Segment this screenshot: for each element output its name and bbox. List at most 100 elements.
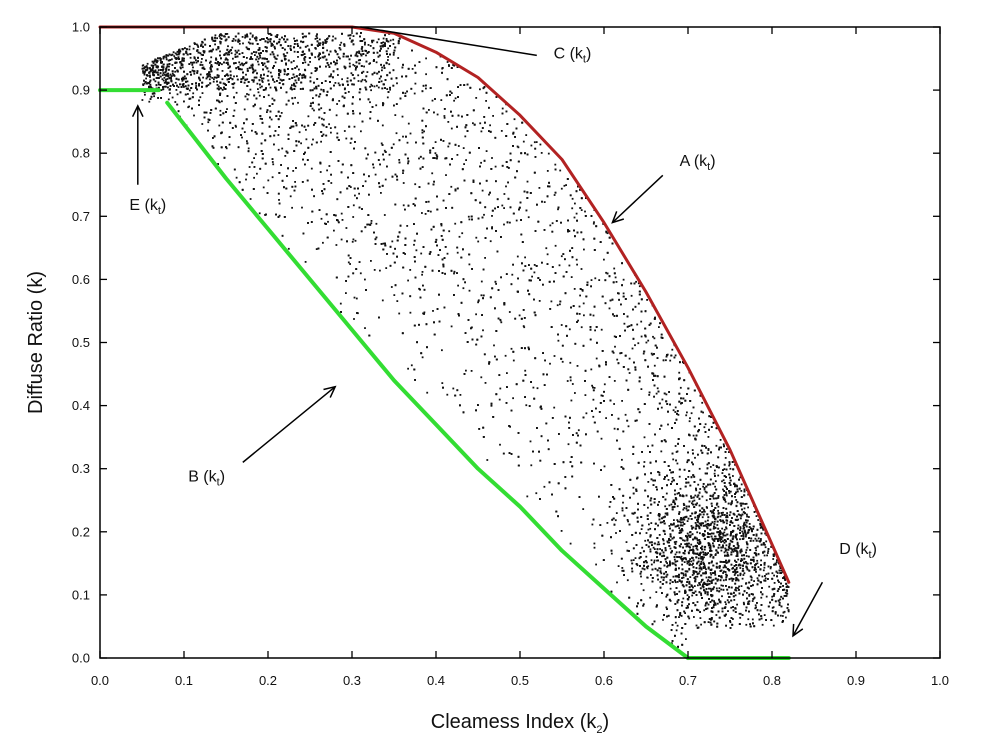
scatter-point	[690, 525, 693, 527]
scatter-point	[690, 560, 693, 563]
scatter-point	[704, 423, 707, 426]
scatter-point	[221, 78, 224, 81]
scatter-point	[757, 566, 760, 568]
scatter-point	[592, 415, 595, 418]
scatter-point	[688, 549, 691, 552]
scatter-point	[710, 590, 712, 592]
scatter-point	[598, 279, 601, 281]
scatter-point	[666, 562, 668, 564]
scatter-point	[746, 513, 748, 516]
scatter-point	[621, 507, 624, 510]
scatter-point	[369, 45, 372, 47]
scatter-point	[752, 560, 755, 563]
scatter-point	[536, 387, 539, 390]
scatter-point	[393, 294, 396, 296]
scatter-point	[678, 520, 681, 523]
scatter-point	[746, 592, 748, 594]
scatter-point	[658, 543, 661, 546]
scatter-point	[397, 57, 400, 59]
scatter-point	[724, 457, 727, 459]
scatter-point	[685, 574, 687, 577]
scatter-point	[553, 406, 556, 409]
scatter-point	[321, 117, 323, 120]
scatter-point	[386, 96, 389, 99]
scatter-point	[154, 69, 157, 72]
scatter-point	[380, 142, 383, 145]
scatter-point	[352, 204, 355, 207]
scatter-point	[676, 462, 679, 465]
scatter-point	[511, 273, 514, 276]
scatter-point	[380, 192, 382, 194]
scatter-point	[685, 507, 688, 510]
scatter-point	[702, 566, 705, 568]
scatter-point	[676, 519, 679, 521]
scatter-point	[177, 86, 180, 88]
scatter-point	[309, 76, 312, 79]
scatter-point	[665, 393, 668, 396]
scatter-point	[295, 81, 298, 84]
scatter-point	[701, 516, 704, 519]
scatter-point	[504, 354, 507, 357]
scatter-point	[740, 550, 743, 553]
scatter-point	[249, 198, 252, 200]
scatter-point	[739, 549, 742, 552]
scatter-point	[685, 414, 688, 417]
scatter-point	[665, 595, 668, 598]
scatter-point	[297, 79, 300, 81]
scatter-point	[694, 494, 697, 497]
scatter-point	[353, 318, 355, 320]
scatter-point	[435, 154, 438, 156]
scatter-point	[769, 567, 772, 570]
scatter-point	[142, 71, 145, 74]
scatter-point	[322, 241, 324, 244]
scatter-point	[714, 535, 716, 538]
scatter-point	[251, 67, 254, 70]
scatter-point	[440, 99, 443, 101]
scatter-point	[733, 574, 736, 576]
scatter-point	[226, 33, 229, 35]
scatter-point	[582, 302, 585, 305]
scatter-point	[735, 568, 738, 571]
scatter-point	[243, 131, 246, 133]
scatter-point	[359, 53, 362, 56]
scatter-point	[226, 108, 228, 110]
scatter-point	[710, 618, 713, 621]
scatter-point	[477, 301, 479, 304]
scatter-point	[776, 572, 779, 574]
scatter-point	[613, 427, 616, 430]
scatter-point	[720, 549, 723, 552]
scatter-point	[413, 243, 415, 246]
scatter-point	[739, 538, 741, 541]
scatter-point	[183, 75, 186, 78]
scatter-point	[733, 548, 736, 550]
scatter-point	[246, 57, 248, 59]
scatter-point	[162, 69, 164, 72]
scatter-point	[294, 96, 296, 99]
scatter-point	[477, 299, 480, 302]
scatter-point	[689, 576, 692, 578]
scatter-point	[742, 570, 745, 572]
scatter-point	[632, 486, 635, 489]
scatter-point	[718, 587, 721, 590]
scatter-point	[359, 272, 362, 275]
scatter-point	[354, 239, 357, 242]
scatter-point	[261, 77, 263, 80]
scatter-point	[754, 604, 757, 607]
scatter-point	[459, 394, 462, 396]
scatter-point	[713, 586, 715, 589]
scatter-point	[189, 56, 192, 59]
scatter-point	[748, 516, 750, 518]
scatter-point	[680, 524, 682, 527]
scatter-point	[647, 565, 650, 568]
scatter-point	[720, 520, 722, 523]
scatter-point	[779, 614, 782, 617]
scatter-point	[665, 492, 668, 495]
scatter-point	[456, 154, 459, 156]
scatter-point	[304, 68, 306, 71]
scatter-point	[339, 302, 342, 305]
scatter-point	[698, 564, 701, 567]
scatter-point	[726, 561, 729, 564]
scatter-point	[446, 252, 449, 255]
scatter-point	[276, 54, 279, 57]
